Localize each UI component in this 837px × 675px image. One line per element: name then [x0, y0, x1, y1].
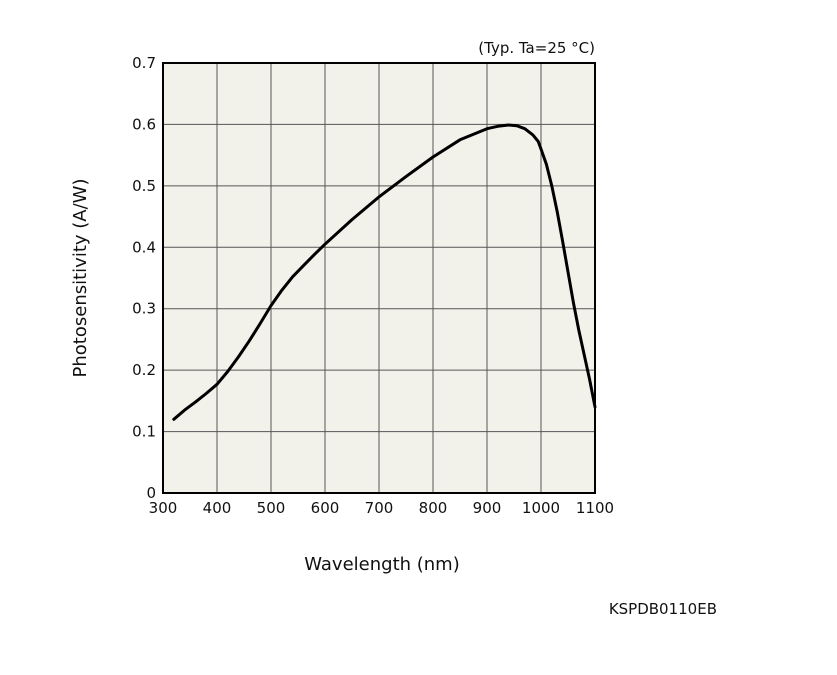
- figure-code: KSPDB0110EB: [609, 600, 717, 618]
- y-tick-label: 0.2: [132, 361, 156, 379]
- plot-frame: [162, 62, 596, 494]
- x-tick-label: 500: [257, 499, 286, 517]
- y-tick-label: 0: [146, 484, 156, 502]
- y-tick-label: 0.6: [132, 115, 156, 133]
- y-tick-label: 0.4: [132, 238, 156, 256]
- y-tick-label: 0.3: [132, 300, 156, 318]
- chart-annotation: (Typ. Ta=25 °C): [478, 39, 595, 57]
- y-tick-label: 0.5: [132, 177, 156, 195]
- x-tick-label: 900: [473, 499, 502, 517]
- x-tick-label: 1100: [576, 499, 614, 517]
- series-line: [172, 123, 597, 421]
- x-tick-label: 1000: [522, 499, 560, 517]
- y-axis-title: Photosensitivity (A/W): [70, 179, 91, 378]
- x-tick-label: 700: [365, 499, 394, 517]
- x-tick-label: 600: [311, 499, 340, 517]
- y-tick-label: 0.7: [132, 54, 156, 72]
- x-tick-labels: 300 400 500 600 700 800 900 1000 1100: [149, 499, 614, 517]
- x-tick-label: 300: [149, 499, 178, 517]
- x-axis-title: Wavelength (nm): [304, 554, 460, 575]
- x-tick-label: 800: [419, 499, 448, 517]
- y-tick-label: 0.1: [132, 423, 156, 441]
- x-tick-label: 400: [203, 499, 232, 517]
- y-tick-labels: 0 0.1 0.2 0.3 0.4 0.5 0.6 0.7: [132, 54, 156, 502]
